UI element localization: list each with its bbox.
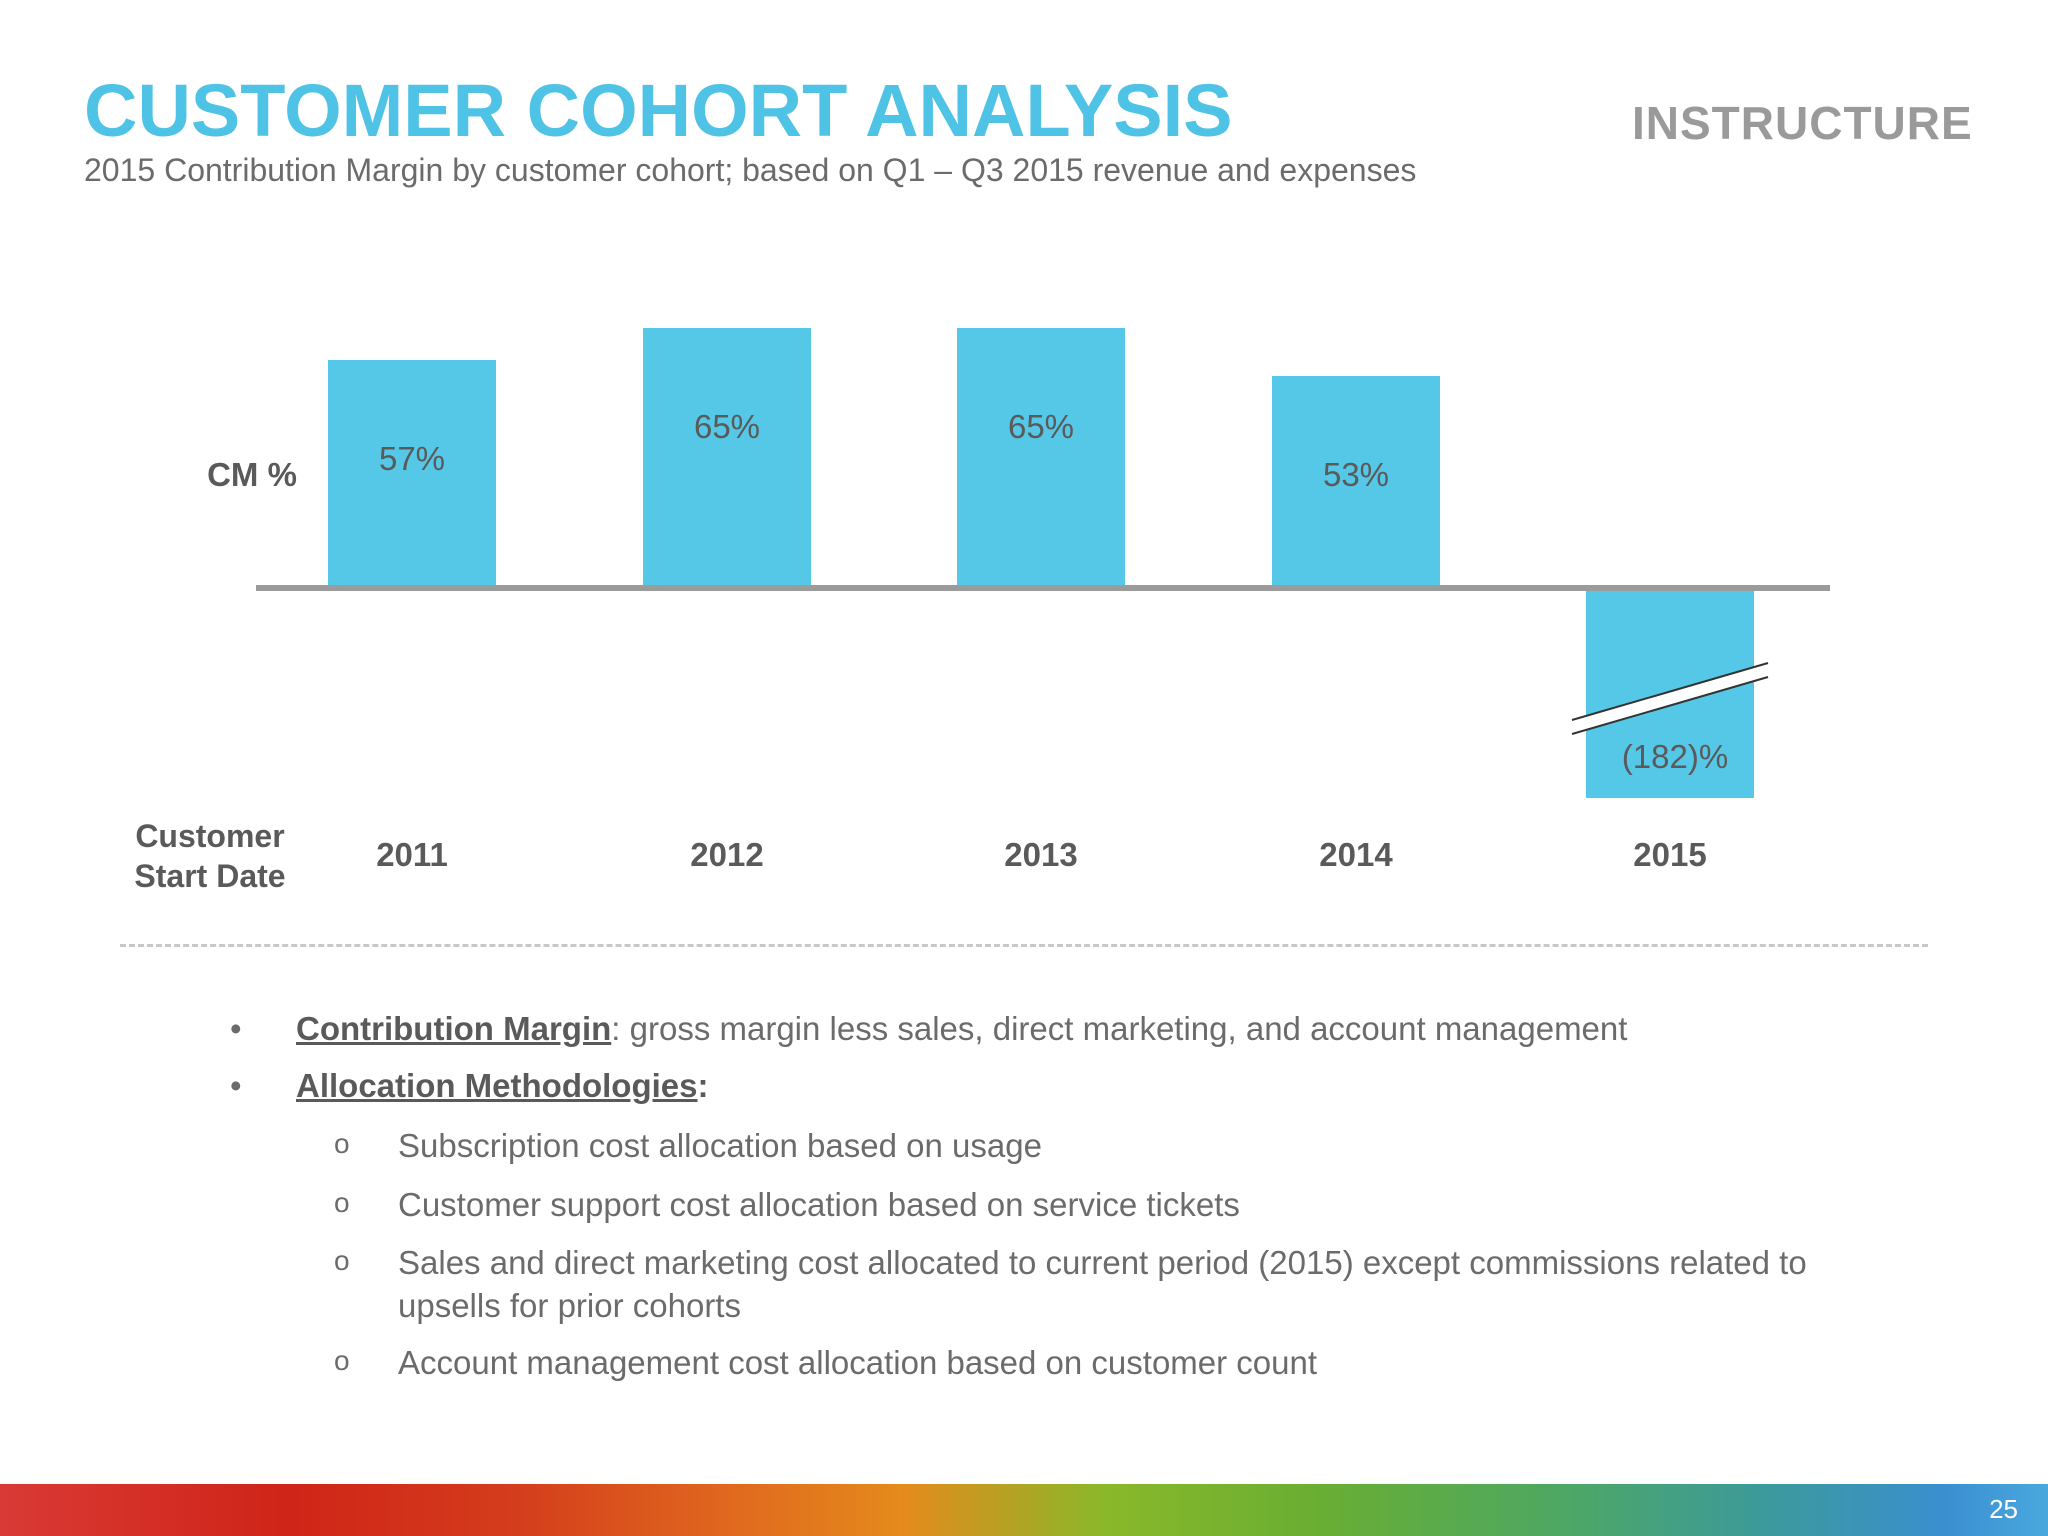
data-label-2015: (182)% xyxy=(1622,738,1728,775)
category-label-2014: 2014 xyxy=(1319,836,1393,873)
sub-bullet-marker: o xyxy=(334,1187,350,1218)
bullet-dot: • xyxy=(230,1010,242,1047)
data-label-2014: 53% xyxy=(1323,456,1389,493)
axis-break-line xyxy=(1571,662,1769,721)
data-label-2012: 65% xyxy=(694,408,760,445)
bar-2014 xyxy=(1272,376,1440,588)
data-label-2011: 57% xyxy=(379,440,445,477)
labels-layer: 57% 2011 65% 2012 65% 2013 53% 2014 (182)% 2015 xyxy=(376,408,1728,873)
bar-2011 xyxy=(328,360,496,588)
sub-bullet-marker: o xyxy=(334,1345,350,1376)
axis-break xyxy=(1571,662,1769,735)
footer-color-band xyxy=(0,1484,2048,1536)
term-contribution-margin: Contribution Margin xyxy=(296,1010,612,1047)
slide-title: CUSTOMER COHORT ANALYSIS xyxy=(84,69,1233,152)
sub-bullet-marker: o xyxy=(334,1245,350,1276)
bullet-dot: • xyxy=(230,1067,242,1104)
sub-bullet-marker: o xyxy=(334,1128,350,1159)
bar-2012 xyxy=(643,328,811,588)
bars-layer xyxy=(328,328,1754,798)
term-allocation-methodologies: Allocation Methodologies xyxy=(296,1067,698,1104)
axis-break-gap xyxy=(1572,663,1768,734)
sub-bullet-text: Account management cost allocation based… xyxy=(398,1344,1318,1381)
category-label-2015: 2015 xyxy=(1633,836,1706,873)
instructure-logo: INSTRUCTURE xyxy=(1632,97,1973,149)
cohort-cm-chart: 57% 2011 65% 2012 65% 2013 53% 2014 (182)% 2015 C… xyxy=(134,328,1830,894)
sub-bullet-text: Customer support cost allocation based o… xyxy=(398,1186,1240,1223)
data-label-2013: 65% xyxy=(1008,408,1074,445)
x-axis-title: Customer Start Date xyxy=(134,818,285,894)
separator: : xyxy=(697,1067,709,1104)
sub-bullet-text: Subscription cost allocation based on us… xyxy=(398,1127,1042,1164)
definition-contribution-margin: gross margin less sales, direct marketin… xyxy=(620,1010,1628,1047)
slide-subtitle: 2015 Contribution Margin by customer coh… xyxy=(84,152,1417,188)
cm-row-label: CM % xyxy=(207,456,297,493)
section-divider xyxy=(120,944,1928,947)
category-label-2013: 2013 xyxy=(1004,836,1077,873)
separator: : xyxy=(611,1010,621,1047)
page-number: 25 xyxy=(1989,1494,2018,1524)
axis-break-line xyxy=(1571,676,1769,735)
category-label-2011: 2011 xyxy=(376,836,448,873)
sub-bullet-text: Sales and direct marketing cost allocate… xyxy=(398,1244,1807,1324)
bar-2013 xyxy=(957,328,1125,588)
category-label-2012: 2012 xyxy=(690,836,763,873)
